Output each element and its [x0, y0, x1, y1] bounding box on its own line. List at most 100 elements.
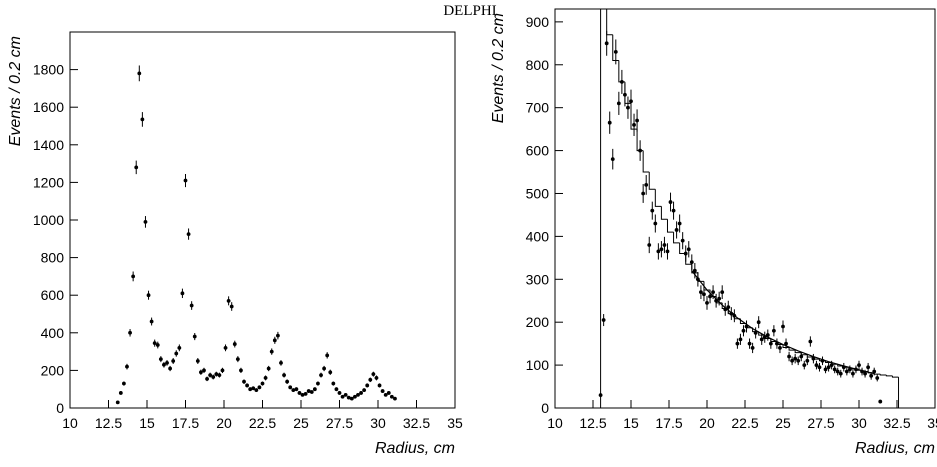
- data-point: [131, 274, 136, 279]
- data-point: [115, 400, 120, 405]
- x-tick-label: 30: [370, 415, 386, 431]
- data-point: [343, 392, 348, 397]
- data-point: [826, 365, 831, 370]
- x-tick-label: 25: [293, 415, 309, 431]
- plot-frame: [69, 31, 456, 409]
- data-point: [269, 349, 274, 354]
- x-tick-label: 15: [139, 415, 155, 431]
- data-point: [380, 389, 385, 393]
- data-point: [257, 385, 262, 390]
- data-point: [374, 376, 379, 380]
- histogram-step: [624, 81, 631, 104]
- data-point: [711, 290, 715, 295]
- data-point: [771, 328, 776, 333]
- data-point: [386, 391, 391, 395]
- data-point: [644, 183, 649, 187]
- histogram-step: [806, 354, 814, 358]
- data-point: [741, 328, 746, 333]
- data-point: [601, 318, 606, 322]
- y-axis-label: Events / 0.2 cm: [7, 36, 24, 146]
- x-tick-label: 17.5: [655, 415, 682, 431]
- histogram-step: [600, 9, 602, 408]
- data-point: [641, 191, 646, 196]
- data-point: [383, 392, 388, 397]
- data-point: [322, 366, 326, 371]
- data-point: [878, 399, 883, 404]
- data-point: [759, 337, 764, 342]
- data-point: [656, 249, 661, 254]
- data-point: [171, 359, 176, 363]
- data-point: [242, 379, 246, 384]
- x-tick-label: 10: [547, 415, 563, 431]
- histogram-step: [630, 103, 638, 130]
- data-point: [371, 372, 376, 377]
- data-point: [832, 367, 837, 372]
- histogram-step: [612, 34, 619, 61]
- y-tick-label: 100: [526, 357, 550, 373]
- data-point: [319, 373, 323, 377]
- data-point: [199, 370, 203, 375]
- data-point: [349, 396, 354, 401]
- x-tick-label: 22.5: [731, 415, 758, 431]
- data-point: [180, 291, 185, 296]
- data-point: [768, 341, 773, 346]
- data-point: [823, 367, 828, 372]
- data-point: [629, 99, 633, 104]
- data-point: [747, 341, 752, 346]
- data-point: [195, 359, 200, 363]
- data-point: [309, 390, 314, 394]
- data-point: [689, 260, 694, 265]
- data-point: [717, 296, 722, 301]
- data-point: [647, 243, 652, 247]
- data-point: [162, 362, 166, 367]
- data-point: [122, 381, 126, 386]
- histogram-step: [891, 375, 899, 378]
- histogram-step: [703, 281, 711, 291]
- data-point: [325, 353, 330, 358]
- data-point: [875, 376, 880, 380]
- data-point: [668, 200, 673, 204]
- data-point: [635, 118, 639, 123]
- data-point: [607, 120, 612, 125]
- data-point: [863, 371, 867, 376]
- x-tick-label: 12.5: [579, 415, 606, 431]
- data-point: [306, 389, 311, 393]
- x-tick-label: 15: [623, 415, 639, 431]
- data-point: [796, 358, 801, 363]
- data-point: [353, 394, 357, 399]
- data-point: [183, 178, 188, 183]
- data-point: [202, 368, 206, 373]
- x-tick-label: 27.5: [326, 415, 353, 431]
- data-point: [814, 363, 819, 367]
- data-point: [272, 338, 277, 343]
- data-point: [362, 388, 367, 393]
- x-tick-label: 35: [447, 415, 463, 431]
- histogram-step: [691, 264, 698, 274]
- y-tick-label: 0: [56, 400, 64, 416]
- data-point: [297, 391, 302, 395]
- data-point: [720, 290, 725, 295]
- data-point: [192, 334, 197, 339]
- data-point: [282, 373, 286, 377]
- data-point: [143, 219, 148, 224]
- y-tick-label: 200: [41, 362, 65, 378]
- y-axis-label: Events / 0.2 cm: [490, 13, 507, 123]
- y-tick-label: 1200: [33, 174, 64, 190]
- data-point: [226, 298, 231, 303]
- y-tick-label: 1800: [33, 62, 64, 78]
- data-point: [616, 101, 621, 106]
- data-point: [659, 247, 664, 252]
- y-tick-label: 800: [41, 250, 65, 266]
- data-point: [146, 293, 151, 298]
- data-point: [152, 341, 157, 346]
- data-point: [674, 228, 679, 232]
- data-point: [340, 394, 345, 399]
- data-point: [680, 238, 685, 243]
- histogram-step: [642, 150, 650, 173]
- data-point: [705, 300, 709, 305]
- histogram-step: [697, 272, 704, 282]
- data-point: [254, 388, 259, 393]
- data-point: [790, 358, 795, 363]
- y-tick-label: 1600: [33, 99, 64, 115]
